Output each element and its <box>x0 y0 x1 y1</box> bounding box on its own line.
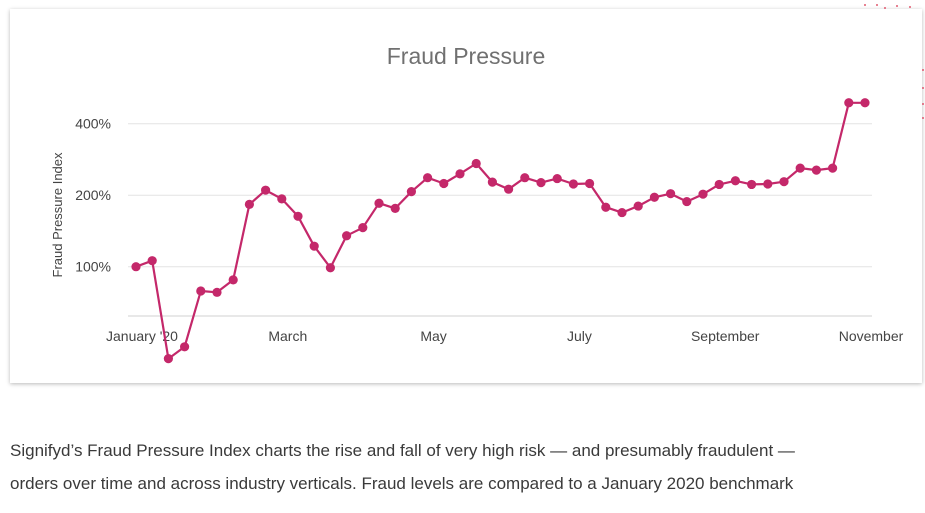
x-tick-label: March <box>268 328 307 344</box>
data-point[interactable] <box>698 189 708 199</box>
y-tick-label: 100% <box>75 259 111 275</box>
data-point[interactable] <box>536 177 546 188</box>
data-point[interactable] <box>277 194 287 204</box>
data-point[interactable] <box>423 173 433 183</box>
x-tick-label: November <box>839 328 904 344</box>
data-point[interactable] <box>342 231 352 241</box>
data-point[interactable] <box>568 179 579 189</box>
data-point[interactable] <box>617 207 627 218</box>
x-tick-labels: January '20 March May July September November <box>106 328 904 344</box>
data-point[interactable] <box>747 179 757 190</box>
data-point[interactable] <box>666 189 676 199</box>
data-point[interactable] <box>682 196 692 207</box>
data-point[interactable] <box>358 223 368 233</box>
y-tick-labels: 100% 200% 400% <box>75 116 111 275</box>
data-point[interactable] <box>261 185 271 195</box>
data-point[interactable] <box>244 199 254 209</box>
y-tick-label: 200% <box>75 187 111 203</box>
x-tick-label: January '20 <box>106 328 178 344</box>
data-point[interactable] <box>763 179 773 189</box>
decorative-dots <box>864 4 924 119</box>
data-point[interactable] <box>228 275 238 285</box>
data-point[interactable] <box>601 202 611 212</box>
data-point[interactable] <box>585 178 595 189</box>
data-point[interactable] <box>779 177 789 187</box>
data-point[interactable] <box>374 198 384 208</box>
data-point[interactable] <box>471 158 481 169</box>
chart-caption: Signifyd’s Fraud Pressure Index charts t… <box>10 434 915 500</box>
caption-line-2: orders over time and across industry ver… <box>10 474 794 493</box>
data-point[interactable] <box>325 263 335 273</box>
data-point[interactable] <box>163 354 173 364</box>
chart-card: Fraud Pressure Fraud Pressure Index 100%… <box>10 9 922 383</box>
data-point[interactable] <box>520 173 530 183</box>
data-point[interactable] <box>212 287 222 297</box>
fraud-pressure-chart: Fraud Pressure Fraud Pressure Index 100%… <box>50 43 904 364</box>
series-line <box>135 101 865 360</box>
grid-lines <box>128 123 872 317</box>
data-point[interactable] <box>406 187 416 197</box>
caption-line-1: Signifyd’s Fraud Pressure Index charts t… <box>10 441 795 460</box>
x-tick-label: September <box>691 328 760 344</box>
data-point[interactable] <box>714 179 724 190</box>
data-point[interactable] <box>309 241 319 251</box>
data-point[interactable] <box>811 165 822 175</box>
data-point[interactable] <box>795 163 805 173</box>
data-point[interactable] <box>180 342 190 352</box>
series-polyline <box>135 101 865 360</box>
x-tick-label: May <box>420 328 446 344</box>
data-point[interactable] <box>860 98 870 108</box>
x-tick-label: July <box>567 328 592 344</box>
data-point[interactable] <box>633 201 643 211</box>
data-point[interactable] <box>844 98 854 108</box>
data-point[interactable] <box>390 203 400 213</box>
y-tick-label: 400% <box>75 116 111 132</box>
data-point[interactable] <box>131 262 141 272</box>
data-point[interactable] <box>439 178 449 189</box>
data-point[interactable] <box>828 163 838 173</box>
chart-title: Fraud Pressure <box>387 43 546 69</box>
data-point[interactable] <box>196 286 206 296</box>
data-point[interactable] <box>455 169 465 179</box>
data-point[interactable] <box>504 184 514 194</box>
data-point[interactable] <box>730 176 741 186</box>
data-point[interactable] <box>147 256 157 266</box>
data-point[interactable] <box>552 173 562 184</box>
data-point[interactable] <box>649 192 660 202</box>
series-points <box>131 98 870 364</box>
data-point[interactable] <box>293 211 303 221</box>
y-axis-label: Fraud Pressure Index <box>50 152 65 278</box>
data-point[interactable] <box>487 177 497 187</box>
